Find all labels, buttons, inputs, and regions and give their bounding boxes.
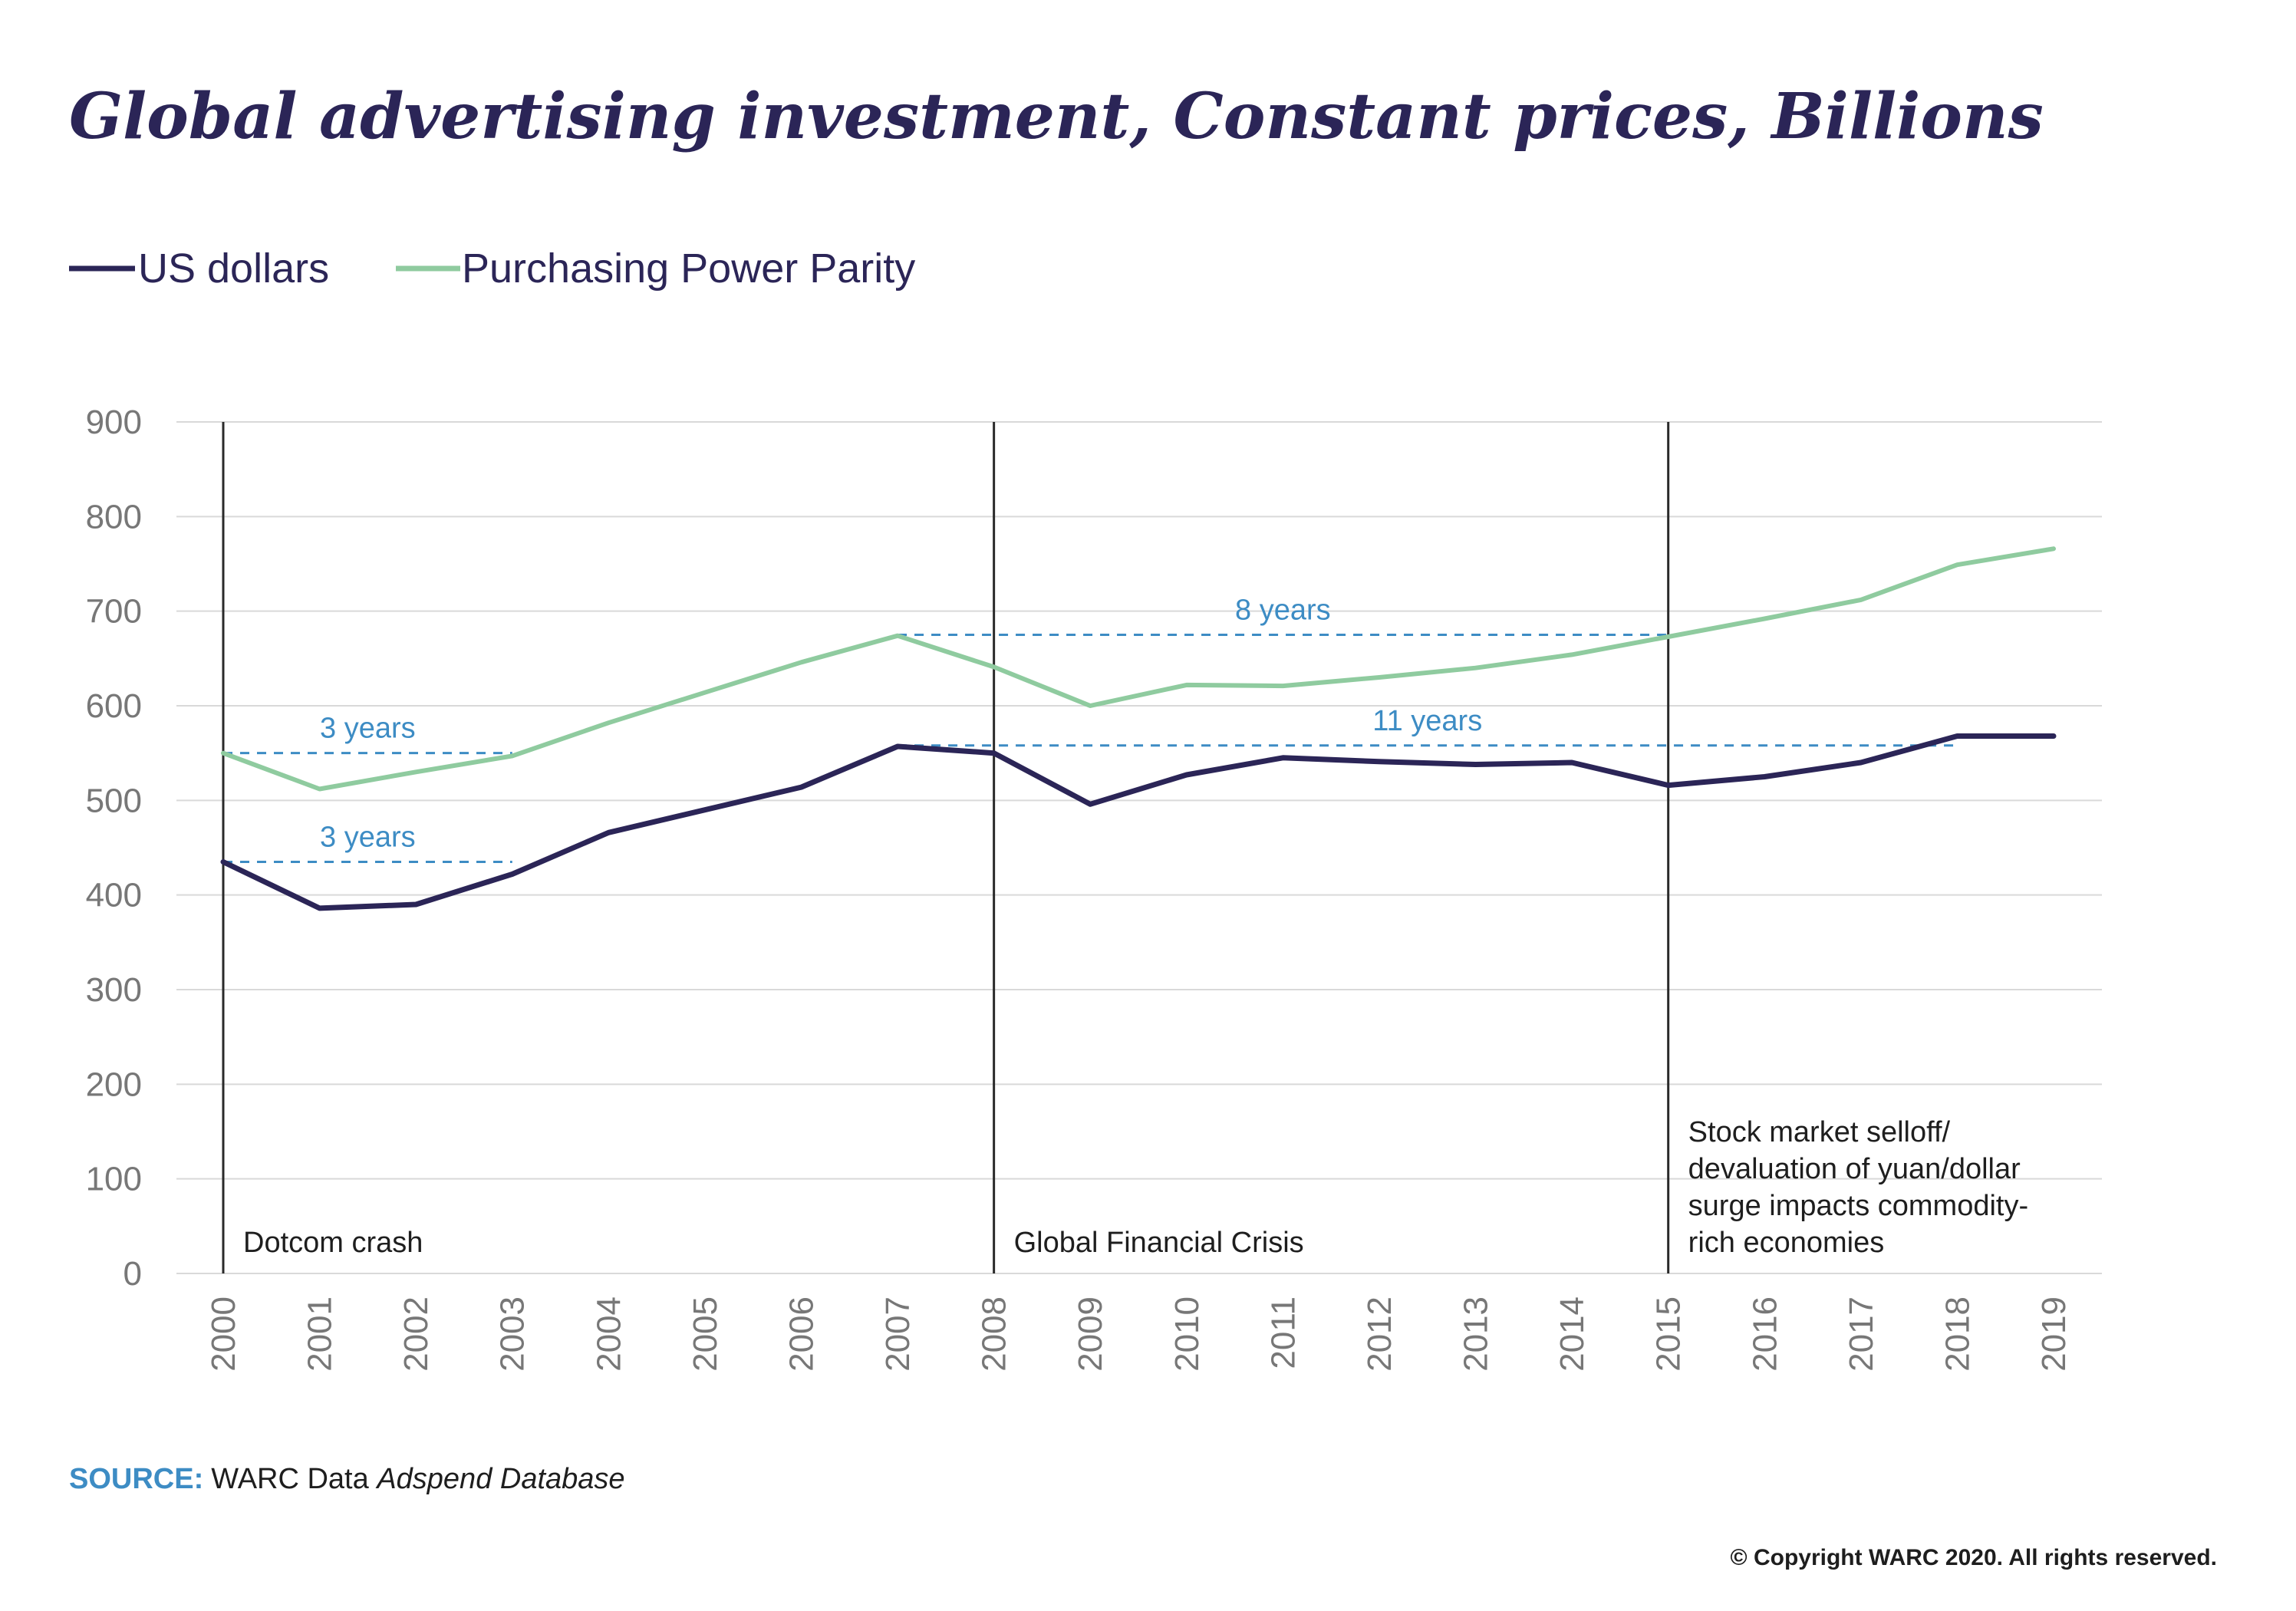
series-line-us-dollars bbox=[220, 733, 2057, 911]
x-tick-label: 2005 bbox=[687, 1296, 724, 1372]
y-tick-label: 500 bbox=[86, 782, 142, 819]
recovery-annotations: 3 years 3 years 8 years 11 years bbox=[223, 595, 1958, 863]
x-tick-label: 2013 bbox=[1458, 1296, 1495, 1372]
y-tick-label: 800 bbox=[86, 498, 142, 535]
y-axis: 0 100 200 300 400 500 600 700 800 900 bbox=[86, 404, 142, 1293]
source-text: WARC Data bbox=[211, 1463, 377, 1495]
x-tick-label: 2010 bbox=[1168, 1296, 1206, 1372]
x-tick-label: 2000 bbox=[205, 1296, 242, 1372]
series-lines bbox=[220, 546, 2057, 911]
x-tick-label: 2014 bbox=[1553, 1296, 1591, 1372]
x-tick-label: 2003 bbox=[494, 1296, 532, 1372]
x-tick-label: 2007 bbox=[879, 1296, 917, 1372]
x-tick-label: 2012 bbox=[1361, 1296, 1398, 1372]
y-tick-label: 600 bbox=[86, 687, 142, 725]
x-tick-label: 2011 bbox=[1264, 1296, 1302, 1369]
event-label: Stock market selloff/devaluation of yuan… bbox=[1688, 1116, 2028, 1259]
event-label-line: Stock market selloff/ bbox=[1688, 1116, 1951, 1148]
series-line-ppp bbox=[221, 546, 2056, 792]
x-tick-label: 2008 bbox=[976, 1296, 1013, 1372]
source-line: SOURCE: WARC Data Adspend Database bbox=[69, 1463, 625, 1495]
y-tick-label: 400 bbox=[86, 877, 142, 914]
x-tick-label: 2006 bbox=[782, 1296, 820, 1372]
source-label: SOURCE: bbox=[69, 1463, 203, 1495]
y-tick-label: 0 bbox=[124, 1255, 142, 1293]
source-text-italic: Adspend Database bbox=[375, 1463, 624, 1495]
x-tick-label: 2017 bbox=[1843, 1296, 1880, 1372]
source-note: SOURCE: WARC Data Adspend Database bbox=[69, 1463, 625, 1495]
event-label: Global Financial Crisis bbox=[1014, 1227, 1304, 1259]
x-tick-label: 2016 bbox=[1746, 1296, 1784, 1372]
legend: US dollars Purchasing Power Parity bbox=[69, 245, 915, 292]
legend-label-us-dollars: US dollars bbox=[138, 245, 329, 292]
recovery-label: 3 years bbox=[320, 822, 416, 854]
event-label-line: Global Financial Crisis bbox=[1014, 1227, 1304, 1259]
recovery-label: 3 years bbox=[320, 713, 416, 745]
recovery-label: 8 years bbox=[1235, 595, 1331, 627]
gridlines bbox=[176, 421, 2102, 1274]
y-tick-label: 200 bbox=[86, 1066, 142, 1103]
x-tick-label: 2002 bbox=[397, 1296, 435, 1372]
x-tick-label: 2009 bbox=[1072, 1296, 1109, 1372]
x-tick-label: 2001 bbox=[301, 1296, 339, 1372]
y-tick-label: 300 bbox=[86, 971, 142, 1009]
event-label-line: rich economies bbox=[1688, 1227, 1885, 1259]
x-tick-label: 2018 bbox=[1939, 1296, 1976, 1372]
x-tick-label: 2015 bbox=[1650, 1296, 1688, 1372]
event-label-line: Dotcom crash bbox=[243, 1227, 423, 1259]
y-tick-label: 100 bbox=[86, 1161, 142, 1198]
chart-title: Global advertising investment, Constant … bbox=[69, 80, 2044, 153]
y-tick-label: 900 bbox=[86, 404, 142, 441]
recovery-label: 11 years bbox=[1372, 705, 1482, 737]
legend-label-ppp: Purchasing Power Parity bbox=[462, 245, 915, 292]
x-axis: 2000 2001 2002 2003 2004 2005 2006 2007 2008 2009… bbox=[205, 1296, 2073, 1372]
event-label: Dotcom crash bbox=[243, 1227, 423, 1259]
y-tick-label: 700 bbox=[86, 593, 142, 631]
event-label-line: devaluation of yuan/dollar bbox=[1688, 1153, 2021, 1185]
event-markers: Dotcom crash Global Financial Crisis Stock… bbox=[222, 422, 2028, 1273]
copyright: © Copyright WARC 2020. All rights reserv… bbox=[1731, 1545, 2217, 1570]
x-tick-label: 2019 bbox=[2035, 1296, 2073, 1372]
event-label-line: surge impacts commodity- bbox=[1688, 1190, 2028, 1222]
x-tick-label: 2004 bbox=[590, 1296, 628, 1372]
